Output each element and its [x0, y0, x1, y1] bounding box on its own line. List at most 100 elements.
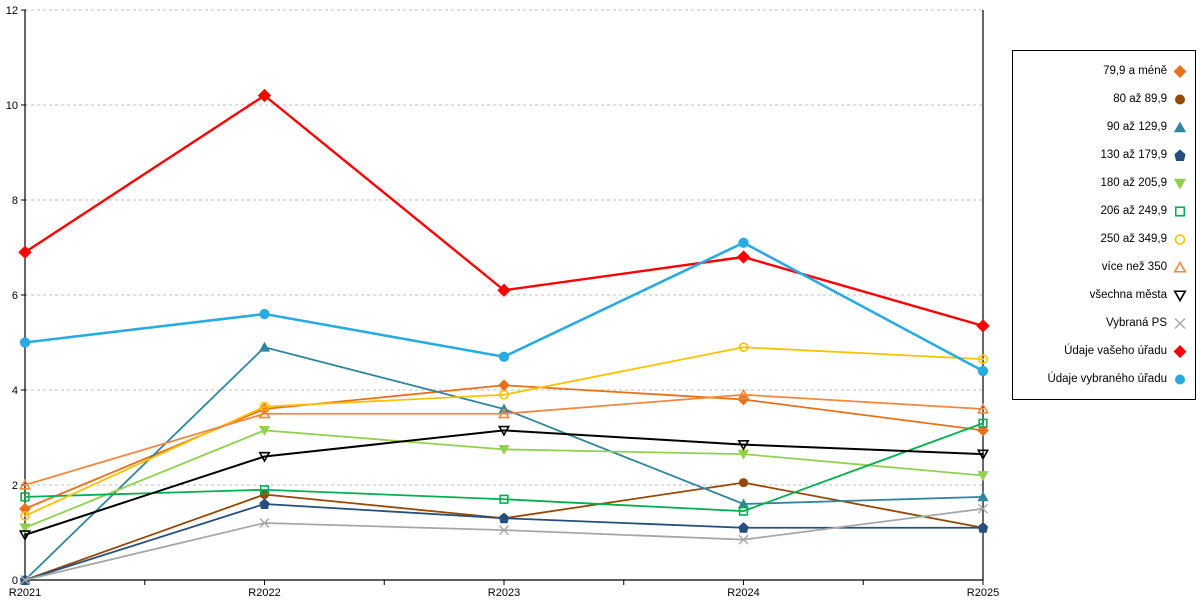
legend-item: 206 až 249,9 [1013, 204, 1195, 219]
triangle-down-marker-icon [18, 530, 32, 541]
diamond-marker-icon [497, 283, 511, 297]
triangle-down-marker-icon [498, 445, 510, 455]
diamond-marker-icon [736, 250, 751, 264]
square-marker-icon [978, 418, 988, 428]
triangle-down-marker-icon [497, 425, 511, 437]
legend-item-label: více než 350 [1101, 261, 1167, 273]
legend-item: 180 až 205,9 [1013, 176, 1195, 191]
legend-item-label: 206 až 249,9 [1100, 205, 1167, 217]
triangle-down-marker-icon [19, 523, 31, 534]
triangle-up-marker-icon [497, 407, 511, 419]
triangle-down-marker-icon [977, 471, 989, 482]
series-12 [19, 237, 989, 377]
circle-marker-icon [977, 365, 989, 377]
square-marker-icon [1174, 205, 1186, 217]
square-marker-icon [259, 485, 270, 495]
chart-legend: 79,9 a méně 80 až 89,9 90 až 129,9 130 až 1… [1012, 50, 1196, 400]
triangle-up-marker-icon [1173, 260, 1187, 273]
square-marker-icon [738, 506, 749, 516]
circle-legend-icon [1174, 233, 1186, 245]
legend-item: všechna města [1013, 288, 1195, 303]
legend-item-label: všechna města [1089, 289, 1167, 301]
series-11 [18, 88, 990, 333]
triangle-down-marker-icon [258, 426, 271, 436]
x-legend-icon [1174, 317, 1186, 329]
circle-marker-icon [20, 511, 30, 521]
legend-item-label: Vybraná PS [1106, 317, 1167, 329]
x-marker-icon [1174, 317, 1186, 329]
series-line [24, 393, 984, 486]
x-tick-label: R2022 [248, 587, 280, 599]
triangle-down-marker-icon [976, 449, 990, 461]
legend-item-label: 130 až 179,9 [1100, 149, 1167, 161]
x-marker-icon [499, 525, 509, 536]
triangle-up-marker-icon [976, 402, 990, 414]
pentagon-marker-icon [498, 512, 510, 524]
x-marker-icon [978, 503, 988, 514]
series-line [24, 481, 984, 581]
legend-item: Údaje vybraného úřadu [1013, 372, 1195, 387]
triangle-up-marker-icon [737, 388, 750, 400]
circle-marker-icon [738, 342, 749, 353]
series-9 [18, 425, 990, 541]
triangle-down-legend-icon [1173, 178, 1187, 190]
y-tick-label: 6 [12, 290, 18, 302]
diamond-marker-icon [498, 379, 510, 392]
diamond-marker-icon [18, 245, 32, 259]
legend-item: Údaje vašeho úřadu [1013, 344, 1195, 359]
square-legend-icon [1174, 205, 1186, 217]
triangle-up-legend-icon [1173, 260, 1187, 273]
x-tick-label: R2021 [9, 587, 41, 599]
pentagon-marker-icon [738, 522, 749, 533]
pentagon-legend-icon [1174, 148, 1186, 161]
legend-item-label: Údaje vybraného úřadu [1047, 373, 1167, 385]
legend-item-label: 90 až 129,9 [1106, 121, 1167, 133]
legend-item-label: 180 až 205,9 [1100, 177, 1167, 189]
circle-marker-icon [498, 351, 510, 362]
square-marker-icon [499, 494, 509, 504]
square-marker-icon [20, 492, 30, 502]
y-tick-label: 4 [12, 385, 18, 397]
pentagon-marker-icon [1174, 148, 1186, 161]
series-2 [20, 478, 988, 585]
legend-item: 80 až 89,9 [1013, 92, 1195, 107]
triangle-down-marker-icon [258, 451, 271, 463]
triangle-up-marker-icon [977, 491, 989, 502]
legend-item-label: 250 až 349,9 [1100, 233, 1167, 245]
circle-legend-icon [1175, 94, 1185, 104]
triangle-up-marker-icon [18, 478, 32, 490]
diamond-marker-icon [19, 502, 31, 515]
legend-item-label: 80 až 89,9 [1113, 93, 1167, 105]
legend-item-label: 79,9 a méně [1103, 65, 1167, 77]
legend-item: 250 až 349,9 [1013, 232, 1195, 247]
diamond-marker-icon [257, 88, 272, 103]
diamond-legend-icon [1173, 344, 1187, 358]
series-line [24, 346, 984, 517]
legend-item: 90 až 129,9 [1013, 120, 1195, 135]
diamond-marker-icon [976, 319, 990, 333]
y-tick-label: 2 [12, 480, 18, 492]
series-7 [20, 342, 988, 521]
series-10 [20, 503, 988, 585]
y-tick-label: 0 [12, 575, 18, 587]
circle-marker-icon [738, 237, 749, 248]
series-8 [18, 388, 990, 490]
circle-marker-icon [978, 354, 988, 364]
circle-legend-icon [1175, 374, 1185, 384]
x-marker-icon [20, 575, 30, 585]
triangle-down-marker-icon [1173, 178, 1187, 190]
legend-item: více než 350 [1013, 260, 1195, 275]
x-tick-label: R2023 [488, 587, 520, 599]
series-line [24, 429, 984, 536]
triangle-up-marker-icon [258, 407, 271, 419]
x-tick-label: R2024 [727, 587, 759, 599]
circle-marker-icon [1175, 374, 1185, 384]
circle-marker-icon [1174, 233, 1186, 245]
legend-item-label: Údaje vašeho úřadu [1064, 345, 1167, 357]
circle-marker-icon [738, 478, 749, 488]
legend-item: 130 až 179,9 [1013, 148, 1195, 163]
circle-marker-icon [499, 389, 509, 400]
series-6 [20, 418, 988, 516]
pentagon-marker-icon [977, 522, 989, 533]
y-tick-label: 8 [12, 195, 18, 207]
